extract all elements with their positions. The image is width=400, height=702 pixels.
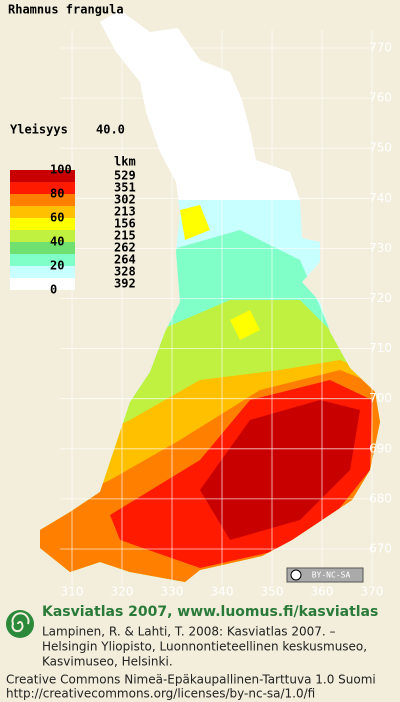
count-label: 264 (114, 253, 136, 267)
grid-label-y: 710 (369, 341, 392, 355)
count-label: 156 (114, 217, 136, 231)
count-label: 392 (114, 277, 136, 291)
frequency-label: Yleisyys (10, 123, 68, 137)
grid: 310 320 330 340 350 360 370 770 760 750 740 730 720 7… (60, 30, 392, 599)
scale-label: 0 (50, 283, 57, 297)
citation: Lampinen, R. & Lahti, T. 2008: Kasviatla… (42, 625, 336, 639)
grid-label-x: 370 (361, 585, 384, 599)
legend-swatch (10, 218, 75, 230)
license-url: http://creativecommons.org/licenses/by-n… (6, 687, 315, 701)
count-label: 262 (114, 241, 136, 255)
grid-label-x: 310 (61, 585, 84, 599)
count-label: 328 (114, 265, 136, 279)
citation: Helsingin Yliopisto, Luonnontieteellinen… (42, 640, 367, 654)
grid-label-y: 670 (369, 542, 392, 556)
grid-label-x: 350 (261, 585, 284, 599)
legend-swatch (10, 230, 75, 242)
scale-label: 60 (50, 211, 64, 225)
license-badge: BY-NC-SA (286, 567, 364, 583)
legend: lkm 100 80 60 40 20 0 529351302213156215262264… (10, 155, 136, 297)
species-title: Rhamnus frangula (8, 3, 124, 17)
legend-swatch (10, 182, 75, 194)
grid-label-y: 700 (369, 391, 392, 405)
legend-swatch (10, 278, 75, 290)
legend-swatch (10, 170, 75, 182)
grid-label-y: 690 (369, 441, 392, 455)
count-header: lkm (114, 155, 136, 169)
scale-label: 100 (50, 163, 72, 177)
grid-label-y: 750 (369, 141, 392, 155)
count-label: 351 (114, 181, 136, 195)
grid-label-x: 340 (211, 585, 234, 599)
legend-swatch (10, 194, 75, 206)
count-label: 302 (114, 193, 136, 207)
grid-label-y: 760 (369, 91, 392, 105)
grid-label-y: 740 (369, 191, 392, 205)
grid-label-y: 730 (369, 241, 392, 255)
scale-label: 20 (50, 259, 64, 273)
grid-label-x: 330 (161, 585, 184, 599)
license-text: Creative Commons Nimeä-Epäkaupallinen-Ta… (6, 673, 376, 687)
legend-swatch (10, 242, 75, 254)
grid-label-y: 680 (369, 491, 392, 505)
legend-swatch (10, 266, 75, 278)
citation: Kasvimuseo, Helsinki. (42, 655, 173, 669)
grid-label-x: 320 (111, 585, 134, 599)
badge-text: BY-NC-SA (312, 571, 351, 580)
count-label: 215 (114, 229, 136, 243)
scale-label: 40 (50, 235, 64, 249)
grid-label-x: 360 (311, 585, 334, 599)
grid-label-y: 720 (369, 291, 392, 305)
logo (6, 610, 34, 638)
frequency-value: 40.0 (96, 123, 125, 137)
count-label: 529 (114, 169, 136, 183)
footer-heading: Kasviatlas 2007, www.luomus.fi/kasviatla… (42, 604, 378, 620)
legend-swatch (10, 254, 75, 266)
legend-swatch (10, 206, 75, 218)
count-label: 213 (114, 205, 136, 219)
scale-label: 80 (50, 187, 64, 201)
grid-label-y: 770 (369, 41, 392, 55)
